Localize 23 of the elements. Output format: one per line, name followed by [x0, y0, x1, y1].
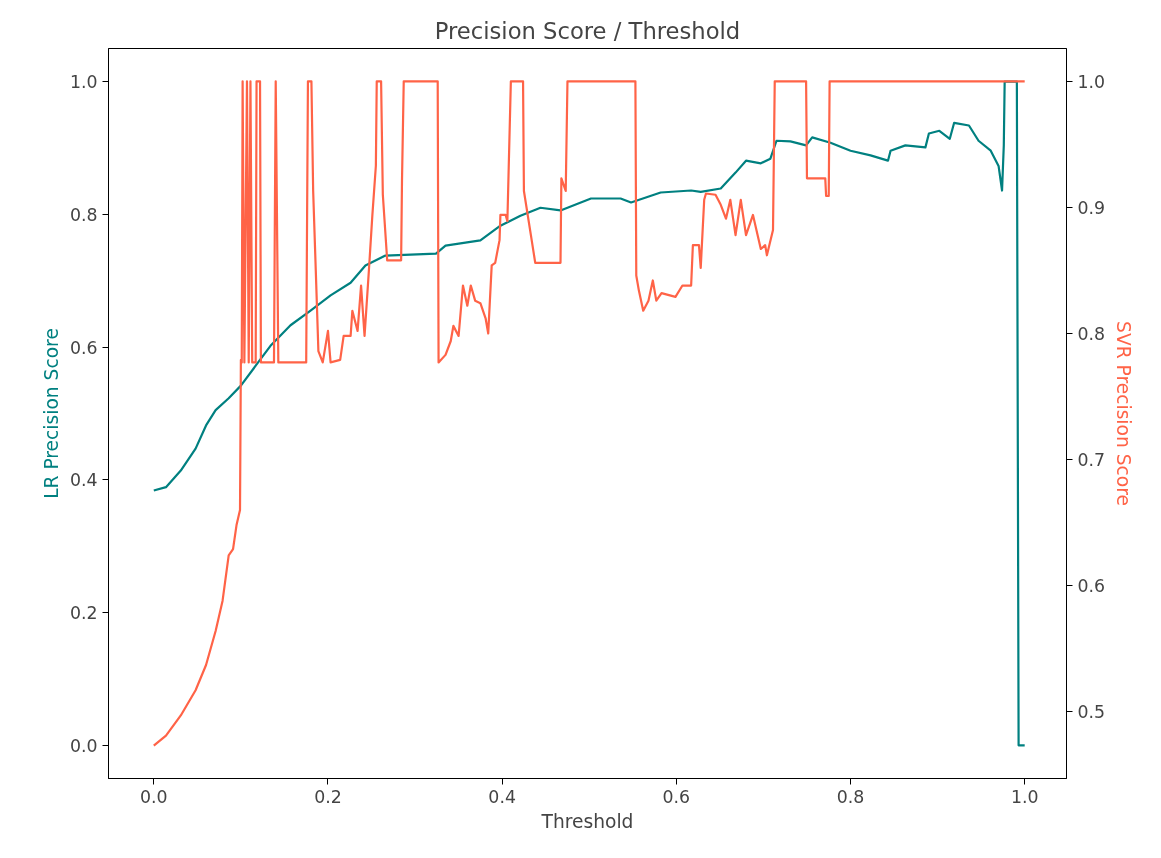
- line-series: [152, 80, 1026, 747]
- y2-tick-label: 1.0: [1077, 71, 1106, 92]
- y2-tick-label: 0.5: [1077, 702, 1106, 723]
- x-tick-label: 0.8: [836, 786, 865, 807]
- y2-tick-label: 0.9: [1077, 197, 1106, 218]
- x-tick-label: 0.6: [662, 786, 691, 807]
- y2-axis-title: SVR Precision Score: [1113, 321, 1135, 506]
- y-tick-label: 0.0: [69, 735, 98, 756]
- y-tick-label: 0.2: [69, 603, 98, 624]
- y-tick-label: 1.0: [69, 72, 98, 93]
- y-tick-label: 0.6: [69, 337, 98, 358]
- x-axis-title: Threshold: [540, 810, 634, 832]
- y2-tick-label: 0.6: [1077, 576, 1106, 597]
- x-tick-label: 0.0: [140, 786, 168, 807]
- y-tick-label: 0.4: [69, 470, 98, 491]
- y-axis-title: LR Precision Score: [40, 328, 62, 499]
- y2-tick-label: 0.8: [1077, 323, 1106, 344]
- x-tick-label: 0.2: [314, 786, 342, 807]
- y-tick-label: 0.8: [69, 204, 98, 225]
- x-tick-label: 0.4: [488, 786, 516, 807]
- chart-title: Precision Score / Threshold: [434, 17, 741, 44]
- x-tick-label: 1.0: [1010, 786, 1039, 807]
- y2-tick-label: 0.7: [1077, 450, 1106, 471]
